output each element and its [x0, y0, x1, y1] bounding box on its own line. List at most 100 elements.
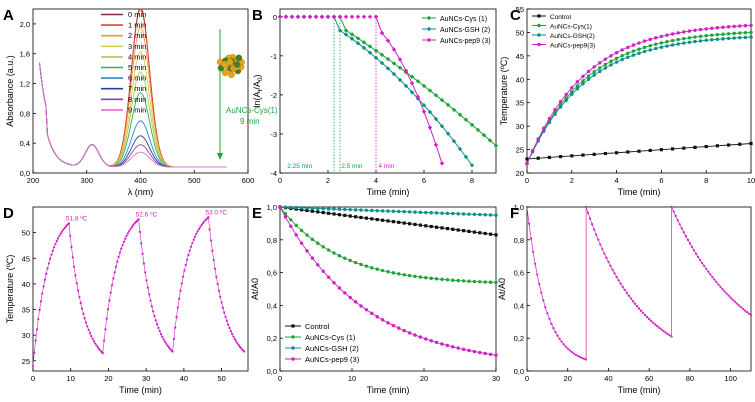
data-point: [277, 14, 283, 20]
data-point: [105, 317, 108, 320]
data-point: [31, 364, 35, 367]
legend-marker: [537, 33, 541, 37]
legend-marker: [291, 346, 295, 350]
data-point: [55, 239, 58, 243]
data-point: [295, 14, 301, 20]
data-point: [137, 218, 140, 221]
data-point: [229, 330, 232, 333]
x-tick-label: 4: [374, 176, 378, 185]
data-point: [108, 299, 111, 302]
y-tick-label: 0: [273, 13, 277, 22]
panel-label-C: C: [510, 7, 521, 24]
x-tick-label: 4: [615, 176, 619, 185]
data-point: [88, 331, 92, 335]
y-tick-label: 0,0: [267, 367, 277, 376]
data-point: [152, 310, 155, 313]
data-point: [238, 345, 242, 349]
data-point: [191, 241, 194, 245]
data-point: [227, 323, 230, 326]
y-tick-label: 0,2: [267, 334, 277, 343]
data-point: [145, 279, 148, 282]
data-point: [125, 234, 128, 238]
y-tick-label: 0,4: [20, 139, 30, 148]
data-point: [223, 311, 226, 314]
fit-line: [333, 16, 473, 166]
y-tick-label: 0,6: [514, 269, 524, 278]
data-point: [64, 225, 68, 228]
atom: [226, 58, 234, 66]
data-point: [62, 228, 65, 231]
y-tick-label: 2,0: [20, 20, 30, 29]
series-line: [526, 36, 752, 164]
data-point: [224, 315, 227, 318]
data-point: [208, 228, 211, 231]
data-point: [178, 297, 181, 300]
data-point: [71, 256, 74, 259]
legend-label: 0 min: [128, 10, 146, 19]
peak-label: 52.6 ºC: [136, 211, 158, 218]
data-point: [33, 351, 36, 354]
x-tick-label: 20: [420, 374, 428, 383]
x-tick-label: 0: [525, 374, 529, 383]
x-tick-label: 0: [278, 176, 282, 185]
data-point: [361, 14, 367, 20]
x-tick-label: 0: [278, 374, 282, 383]
legend-label: 8 min: [128, 95, 146, 104]
data-point: [204, 218, 207, 222]
x-tick-label: 8: [470, 176, 474, 185]
data-point: [301, 14, 307, 20]
y-tick-label: 30: [22, 331, 30, 340]
data-point: [39, 300, 43, 303]
data-point: [78, 295, 81, 299]
data-point: [117, 255, 120, 258]
data-point: [76, 289, 80, 292]
panel-E: 0 10 20 30 0,0 0,2 0,4 0,6 0,8 1,0 Time (min) At/A0…: [250, 203, 500, 395]
x-tick-label: 80: [686, 374, 694, 383]
x-tick-label: 2: [570, 176, 574, 185]
data-point: [144, 271, 147, 274]
data-point: [118, 251, 122, 254]
x-axis-label: Time (min): [367, 187, 410, 197]
peak-label: 53.0 ºC: [205, 209, 227, 216]
legend-marker: [537, 14, 541, 18]
series-line: [279, 206, 497, 236]
data-point: [439, 161, 445, 166]
data-point: [34, 339, 37, 342]
data-point: [47, 262, 50, 265]
data-point: [172, 337, 175, 341]
panel-label-F: F: [510, 205, 519, 222]
x-tick-label: 40: [604, 374, 612, 383]
data-point: [307, 14, 313, 20]
spectrum-line: [39, 62, 227, 168]
legend-label: AuNCs-pep9(3): [550, 43, 595, 50]
data-point: [213, 267, 217, 270]
data-point: [175, 316, 178, 319]
data-point: [212, 259, 215, 262]
data-point: [75, 282, 78, 285]
legend-marker: [291, 357, 295, 361]
data-point: [132, 224, 135, 227]
data-point: [343, 14, 349, 20]
x-tick-label: 50: [217, 374, 225, 383]
data-point: [91, 337, 94, 340]
data-point: [129, 227, 132, 231]
fit-line: [375, 16, 443, 164]
x-tick-label: 500: [188, 176, 201, 185]
x-tick-label: 6: [659, 176, 663, 185]
data-point: [167, 346, 171, 349]
y-tick-label: 1,6: [20, 50, 30, 59]
y-tick-label: 0,2: [514, 334, 524, 343]
data-point: [355, 14, 361, 20]
data-point: [101, 351, 104, 355]
data-point: [231, 332, 234, 336]
legend-marker: [537, 23, 541, 28]
y-tick-label: -4: [270, 169, 277, 178]
y-label-part: 0: [257, 77, 264, 81]
data-point: [749, 23, 753, 28]
y-tick-label: -3: [270, 130, 277, 139]
x-tick-label: 600: [242, 176, 255, 185]
y-axis-label: Temperature (ºC): [5, 255, 15, 324]
panel-label-B: B: [252, 7, 263, 24]
data-point: [94, 342, 97, 345]
